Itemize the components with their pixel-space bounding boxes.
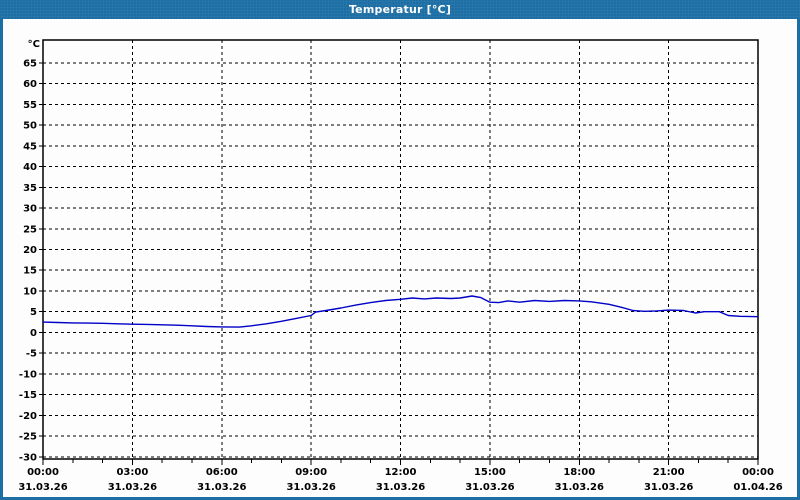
x-axis-time-label: 00:00 — [27, 467, 59, 478]
x-axis-time-label: 00:00 — [742, 467, 774, 478]
y-axis-label: 15 — [23, 266, 37, 277]
y-axis-label: 35 — [23, 183, 37, 194]
y-axis-label: 40 — [23, 162, 37, 173]
temperature-series-line — [42, 295, 759, 328]
y-axis-label: 30 — [23, 204, 37, 215]
x-axis-time-label: 21:00 — [653, 467, 685, 478]
plot-border — [42, 39, 759, 460]
y-axis-label: -20 — [19, 411, 37, 422]
y-axis-label: -30 — [19, 452, 37, 463]
temperature-chart: 65605550454035302520151050-5-10-15-20-25… — [18, 39, 782, 493]
y-axis-label: 60 — [23, 79, 37, 90]
x-axis-date-label: 31.03.26 — [286, 482, 335, 493]
y-axis-label: 0 — [30, 328, 37, 339]
x-axis-date-label: 31.03.26 — [644, 482, 693, 493]
x-axis-date-label: 31.03.26 — [197, 482, 246, 493]
y-axis-label: -10 — [19, 369, 37, 380]
x-axis-time-label: 15:00 — [474, 467, 506, 478]
y-axis-label: 20 — [23, 245, 37, 256]
y-axis-unit-label: °C — [28, 39, 40, 50]
x-axis-date-label: 31.03.26 — [108, 482, 157, 493]
y-axis-label: -15 — [19, 390, 37, 401]
y-axis-label: 50 — [23, 121, 37, 132]
y-axis-label: 25 — [23, 224, 37, 235]
x-axis-time-label: 06:00 — [206, 467, 238, 478]
x-axis-time-label: 12:00 — [385, 467, 417, 478]
x-axis-date-label: 31.03.26 — [555, 482, 604, 493]
y-axis-label: 5 — [30, 307, 37, 318]
x-axis-time-label: 18:00 — [563, 467, 595, 478]
y-axis-label: 10 — [23, 286, 37, 297]
window-title: Temperatur [°C] — [348, 3, 452, 16]
x-axis-date-label: 01.04.26 — [733, 482, 782, 493]
window-title-bar: Temperatur [°C] — [0, 0, 800, 19]
x-axis-time-label: 03:00 — [116, 467, 148, 478]
y-axis-label: 55 — [23, 100, 37, 111]
y-axis-label: -25 — [19, 432, 37, 443]
x-axis-time-label: 09:00 — [295, 467, 327, 478]
y-axis-label: 65 — [23, 58, 37, 69]
x-axis-date-label: 31.03.26 — [376, 482, 425, 493]
chart-area: 65 60 55 50 45 40 35 30 25 20 15 10 5 0 -5 -10 -15 -20 -25… — [3, 19, 797, 497]
y-axis-label: -5 — [26, 349, 37, 360]
y-axis-label: 45 — [23, 141, 37, 152]
x-axis-date-label: 31.03.26 — [465, 482, 514, 493]
x-axis-date-label: 31.03.26 — [18, 482, 67, 493]
